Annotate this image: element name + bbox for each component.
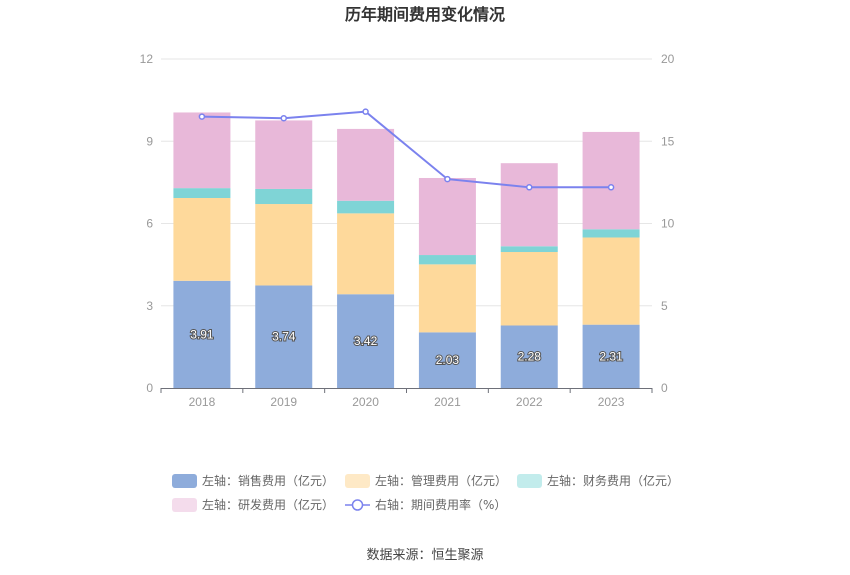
data-label: 3.91	[190, 327, 214, 341]
left-tick-label: 6	[146, 217, 153, 231]
rate-point	[198, 113, 206, 120]
rate-point	[526, 184, 533, 191]
legend-swatch	[517, 474, 542, 488]
bar-segment	[173, 112, 231, 189]
bar-segment	[418, 332, 476, 388]
x-tick-label: 2018	[189, 395, 216, 409]
left-axis: 0 3 6 9 12	[140, 52, 154, 395]
legend-swatch	[172, 498, 197, 512]
rate-line	[201, 110, 612, 189]
data-label: 3.74	[272, 330, 296, 344]
x-tick-label: 2023	[598, 395, 625, 409]
bar-segment	[500, 163, 558, 247]
bar-segment	[418, 264, 476, 333]
left-tick-label: 0	[146, 381, 153, 395]
legend-swatch	[172, 474, 197, 488]
data-label: 2.31	[599, 349, 623, 363]
bar-segment	[255, 204, 313, 286]
bar-segment	[582, 229, 640, 238]
left-tick-label: 3	[146, 299, 153, 313]
legend-label: 左轴：销售费用（亿元）	[202, 473, 334, 488]
bar-segment	[337, 294, 395, 388]
bar-segment	[418, 255, 476, 265]
x-tick-label: 2020	[352, 395, 379, 409]
bar-segment	[582, 324, 640, 388]
bar-segment	[582, 237, 640, 325]
right-tick-label: 20	[661, 52, 675, 66]
legend-label: 左轴：财务费用（亿元）	[547, 473, 679, 488]
bar-segment	[500, 252, 558, 326]
x-tick-label: 2019	[270, 395, 297, 409]
rate-point	[607, 184, 615, 191]
legend: 左轴：销售费用（亿元） 左轴：管理费用（亿元） 左轴：财务费用（亿元） 左轴：研发费用…	[172, 473, 679, 512]
bar-segment	[582, 131, 640, 230]
x-tick-label: 2022	[516, 395, 543, 409]
bar-segment	[500, 246, 558, 253]
chart-title: 历年期间费用变化情况	[345, 5, 505, 24]
data-label: 2.28	[518, 350, 542, 364]
right-tick-label: 10	[661, 217, 675, 231]
legend-label: 左轴：管理费用（亿元）	[375, 473, 507, 488]
legend-label: 右轴：期间费用率（%）	[375, 497, 506, 512]
rate-point	[280, 114, 287, 122]
data-label: 3.42	[354, 334, 378, 348]
bar-segment	[500, 325, 558, 388]
legend-label: 左轴：研发费用（亿元）	[202, 497, 334, 512]
legend-swatch-marker	[351, 499, 364, 511]
rate-point	[362, 108, 369, 115]
bar-segment	[255, 188, 313, 205]
data-label: 2.03	[436, 353, 460, 367]
bar-segment	[173, 188, 231, 199]
x-axis: 2018 2019 2020 2021 2022 2023	[160, 388, 653, 409]
rate-point	[444, 175, 451, 183]
bar-segment	[255, 120, 313, 189]
bar-segment	[337, 200, 395, 214]
grid	[161, 58, 652, 389]
bar-segment	[173, 280, 231, 388]
right-axis: 0 5 10 15 20	[661, 52, 675, 395]
bar-segment	[418, 177, 476, 256]
right-tick-label: 5	[661, 299, 668, 313]
bar-segment	[173, 198, 231, 281]
source-note: 数据来源：恒生聚源	[366, 548, 483, 563]
left-tick-label: 12	[140, 52, 154, 66]
left-tick-label: 9	[146, 134, 153, 148]
bar-segment	[255, 285, 313, 388]
right-tick-label: 15	[661, 134, 675, 148]
bar-group: 3.91 3.74 3.42 2.03 2.28 2.31	[173, 112, 640, 388]
line-series	[198, 108, 615, 191]
bar-segment	[337, 128, 395, 201]
x-tick-label: 2021	[434, 395, 461, 409]
right-tick-label: 0	[661, 381, 668, 395]
legend-swatch	[345, 474, 370, 488]
bar-segment	[337, 213, 395, 295]
